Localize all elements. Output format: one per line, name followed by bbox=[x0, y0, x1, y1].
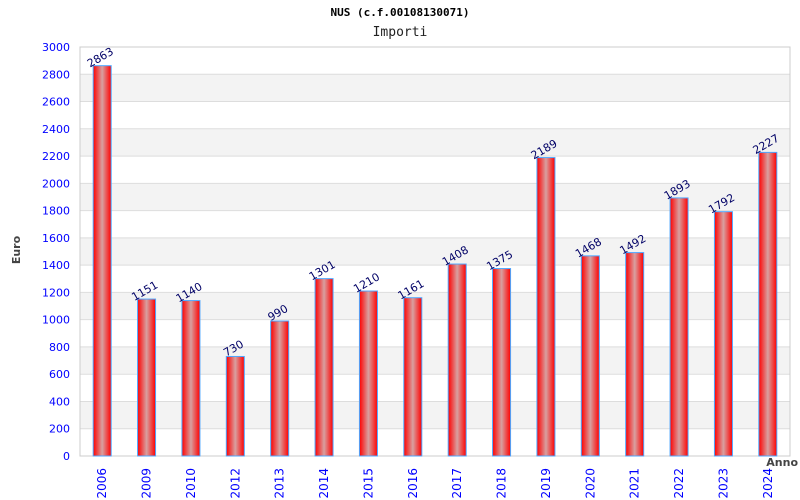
y-tick-label: 3000 bbox=[42, 41, 70, 54]
y-tick-label: 600 bbox=[49, 368, 70, 381]
y-tick-label: 1600 bbox=[42, 232, 70, 245]
y-tick-label: 400 bbox=[49, 395, 70, 408]
y-tick-label: 2000 bbox=[42, 177, 70, 190]
y-tick-label: 1000 bbox=[42, 314, 70, 327]
bar bbox=[625, 252, 645, 457]
x-tick-label: 2009 bbox=[140, 468, 154, 499]
bar bbox=[181, 300, 201, 457]
x-tick-label: 2010 bbox=[184, 468, 198, 499]
y-tick-label: 200 bbox=[49, 423, 70, 436]
bar bbox=[580, 255, 600, 457]
x-tick-label: 2024 bbox=[761, 468, 775, 499]
bar bbox=[270, 320, 290, 457]
bar bbox=[403, 297, 423, 457]
x-tick-label: 2012 bbox=[228, 468, 242, 499]
bar bbox=[314, 278, 334, 457]
x-tick-label: 2023 bbox=[716, 468, 730, 499]
bar bbox=[669, 197, 689, 457]
bar bbox=[225, 355, 245, 457]
x-tick-label: 2021 bbox=[628, 468, 642, 499]
chart-title: NUS (c.f.00108130071) bbox=[330, 6, 470, 19]
grid-band bbox=[80, 74, 790, 102]
x-tick-label: 2019 bbox=[539, 468, 553, 499]
y-tick-label: 2400 bbox=[42, 123, 70, 136]
x-axis-label: Anno bbox=[766, 456, 798, 469]
x-tick-label: 2022 bbox=[672, 468, 686, 499]
bar bbox=[447, 263, 467, 457]
plot-frame bbox=[79, 46, 791, 457]
y-tick-label: 2600 bbox=[42, 96, 70, 109]
bar bbox=[758, 151, 778, 457]
bar bbox=[358, 290, 378, 457]
bar bbox=[713, 211, 733, 457]
bar bbox=[492, 268, 512, 457]
x-tick-label: 2020 bbox=[583, 468, 597, 499]
x-tick-label: 2018 bbox=[495, 468, 509, 499]
y-tick-label: 1400 bbox=[42, 259, 70, 272]
y-tick-label: 1200 bbox=[42, 286, 70, 299]
y-tick-label: 1800 bbox=[42, 205, 70, 218]
x-tick-label: 2015 bbox=[361, 468, 375, 499]
x-tick-label: 2016 bbox=[406, 468, 420, 499]
y-tick-label: 0 bbox=[63, 450, 70, 463]
y-tick-label: 800 bbox=[49, 341, 70, 354]
bar bbox=[92, 65, 112, 457]
bar bbox=[137, 298, 157, 457]
y-axis-label: Euro bbox=[10, 235, 23, 264]
x-tick-label: 2006 bbox=[95, 468, 109, 499]
bar bbox=[536, 157, 556, 457]
grid-band bbox=[80, 128, 790, 157]
x-tick-label: 2017 bbox=[450, 468, 464, 499]
y-tick-label: 2800 bbox=[42, 68, 70, 81]
chart-subtitle: Importi bbox=[372, 25, 428, 40]
x-tick-label: 2013 bbox=[273, 468, 287, 499]
x-tick-label: 2014 bbox=[317, 468, 331, 499]
y-tick-label: 2200 bbox=[42, 150, 70, 163]
